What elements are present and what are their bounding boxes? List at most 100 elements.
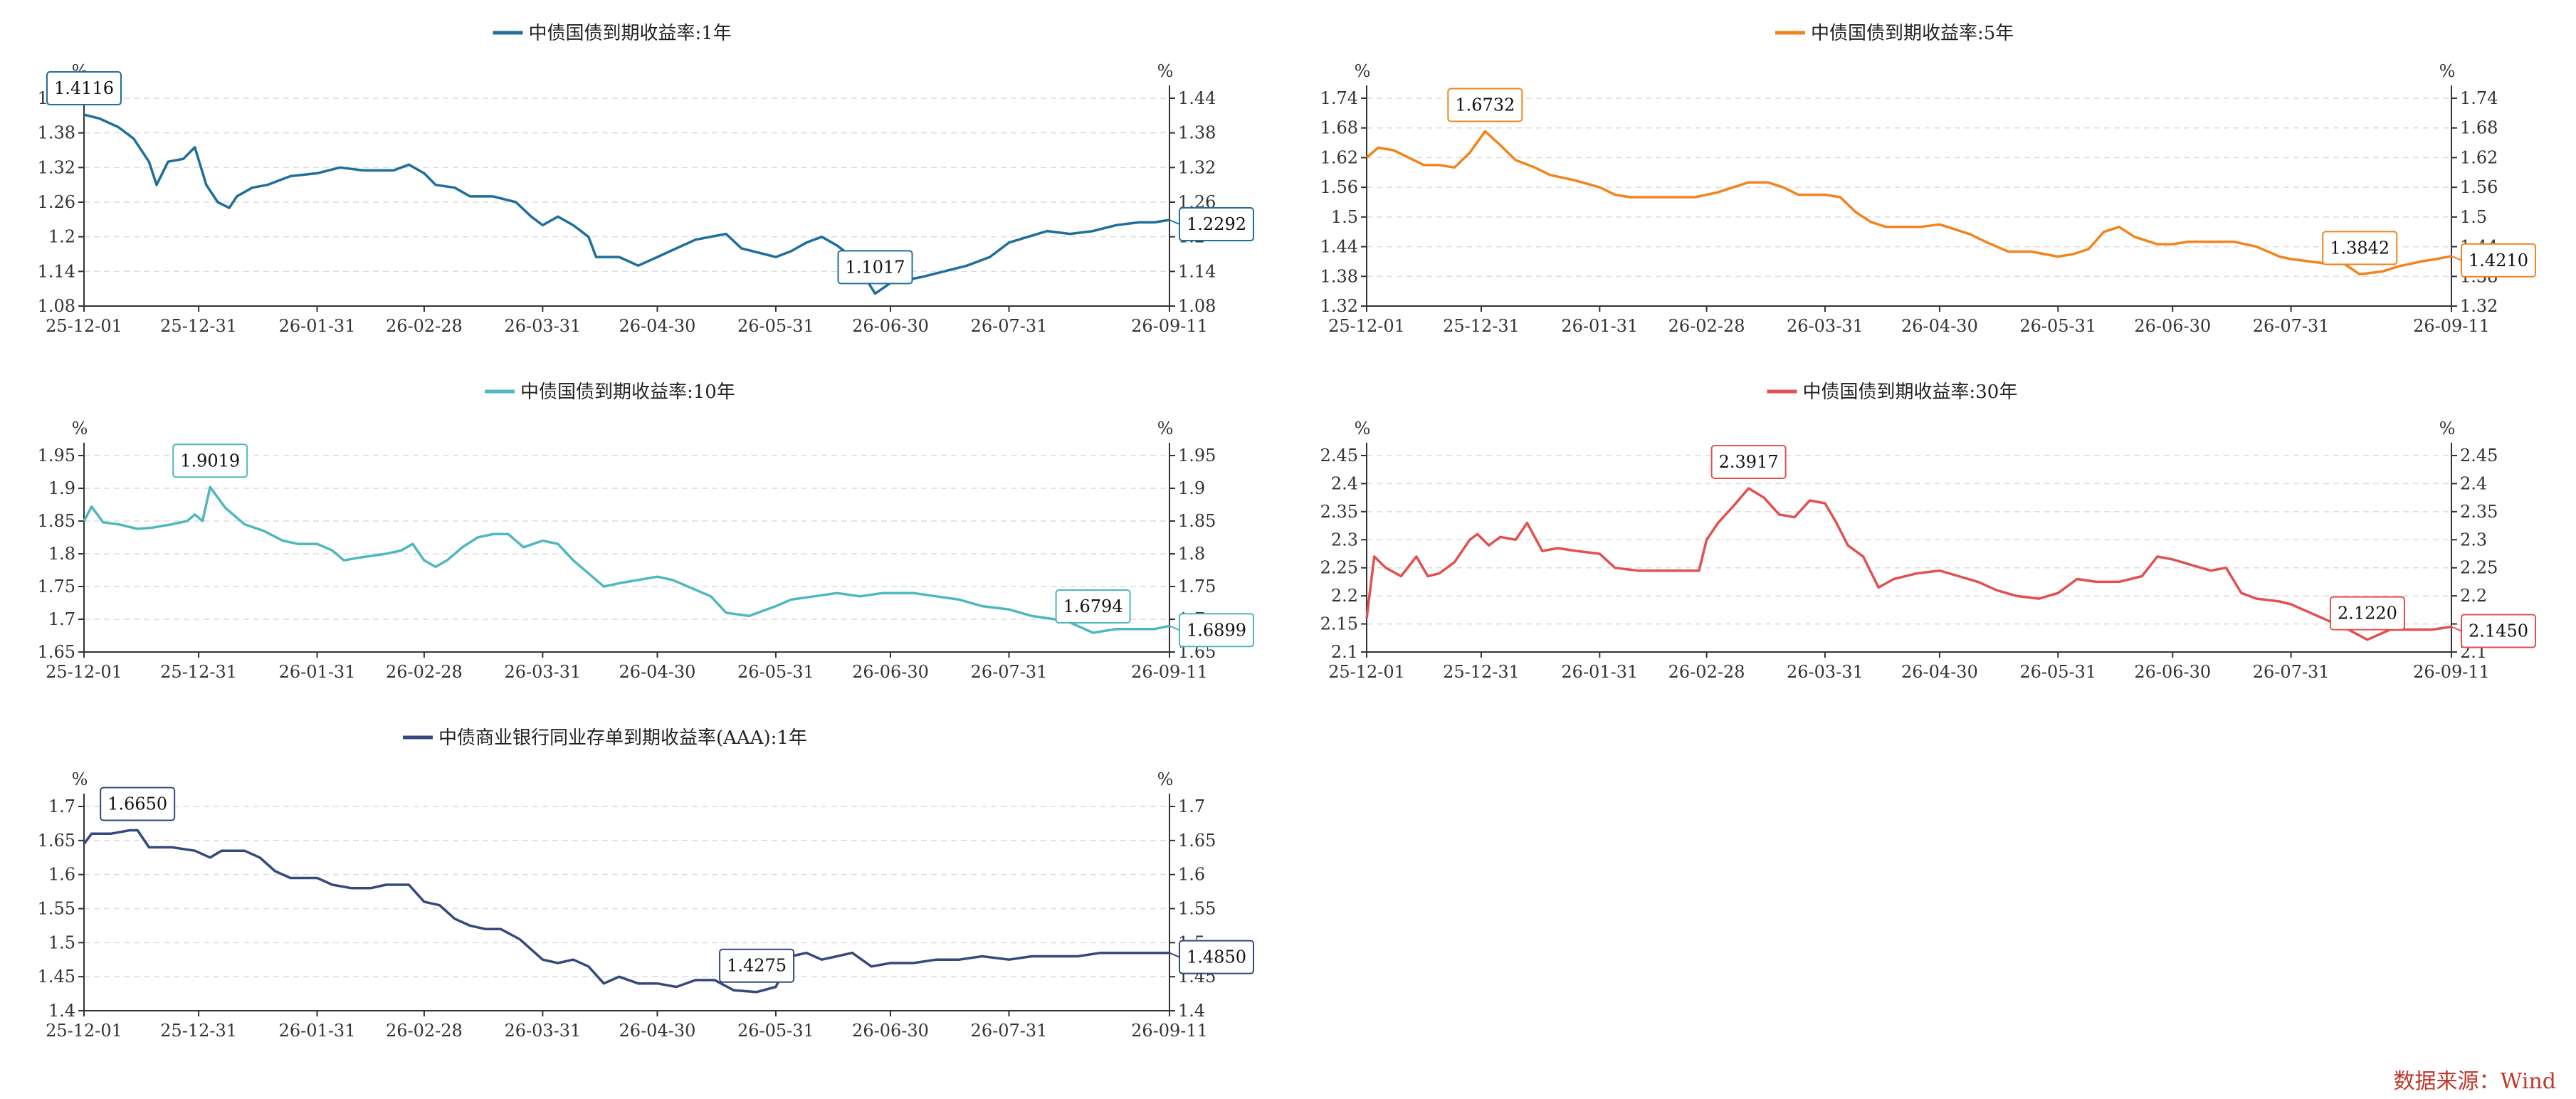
data-label: 1.1017 xyxy=(837,250,913,285)
y-tick-label-right: 1.5 xyxy=(2460,207,2487,227)
unit-label-right: % xyxy=(1157,419,1174,438)
y-tick-label-left: 1.95 xyxy=(38,446,75,466)
y-tick-label-right: 1.56 xyxy=(2460,177,2498,197)
series-line xyxy=(1365,487,2452,641)
data-label-text: 1.4116 xyxy=(54,78,114,98)
y-tick-label-left: 1.38 xyxy=(1320,266,1358,286)
x-tick-label: 26-07-31 xyxy=(2253,662,2330,682)
y-tick-label-left: 1.26 xyxy=(38,192,75,212)
data-label-box xyxy=(1179,613,1254,648)
x-tick-label: 26-03-31 xyxy=(504,316,581,336)
data-label-text: 2.3917 xyxy=(1719,452,1779,472)
legend: 中债国债到期收益率:1年 xyxy=(493,23,732,44)
data-label-box xyxy=(2329,596,2405,631)
y-tick-label-right: 1.32 xyxy=(2460,296,2498,316)
data-label-text: 2.1220 xyxy=(2338,604,2397,624)
y-tick-label-left: 1.5 xyxy=(1331,207,1358,227)
x-tick-label: 26-02-28 xyxy=(386,316,463,336)
x-tick-label: 25-12-31 xyxy=(1443,662,1520,682)
y-tick-label-left: 2.3 xyxy=(1331,530,1358,550)
y-tick-label-right: 1.62 xyxy=(2460,147,2498,167)
x-tick-label: 26-04-30 xyxy=(619,316,696,336)
y-tick-label-right: 2.3 xyxy=(2460,530,2487,550)
legend-label: 中债国债到期收益率:5年 xyxy=(1811,23,2014,44)
legend: 中债国债到期收益率:10年 xyxy=(485,382,735,403)
x-tick-label: 25-12-01 xyxy=(46,316,122,336)
x-tick-label: 26-07-31 xyxy=(971,662,1048,682)
unit-label-right: % xyxy=(2439,419,2456,438)
data-label-text: 2.1450 xyxy=(2469,621,2528,641)
x-tick-label: 26-09-11 xyxy=(1131,1021,1208,1041)
data-label-box xyxy=(2461,614,2536,648)
x-tick-label: 25-12-31 xyxy=(160,662,237,682)
data-label: 2.1450 xyxy=(2451,614,2536,648)
y-tick-label-left: 1.7 xyxy=(48,796,75,816)
y-tick-label-right: 1.55 xyxy=(1178,899,1216,919)
legend: 中债国债到期收益率:30年 xyxy=(1767,382,2017,403)
data-label: 1.2292 xyxy=(1169,206,1254,241)
y-tick-label-left: 2.15 xyxy=(1320,614,1358,634)
chart-panel-1: %%1.081.141.21.261.321.381.441.081.141.2… xyxy=(38,23,1254,336)
x-tick-label: 26-05-31 xyxy=(2019,316,2096,336)
data-label-pointer xyxy=(1169,625,1180,631)
y-tick-label-right: 1.14 xyxy=(1178,261,1216,281)
x-tick-label: 25-12-31 xyxy=(160,316,237,336)
x-tick-label: 26-04-30 xyxy=(1901,662,1978,682)
x-tick-label: 26-05-31 xyxy=(737,1021,814,1041)
x-tick-label: 26-01-31 xyxy=(1561,316,1638,336)
x-tick-label: 26-06-30 xyxy=(852,1021,929,1041)
data-label: 1.6899 xyxy=(1169,613,1254,648)
data-label-pointer xyxy=(2451,626,2462,632)
x-tick-label: 26-09-11 xyxy=(2413,662,2490,682)
x-tick-label: 26-07-31 xyxy=(971,316,1048,336)
y-tick-label-right: 1.74 xyxy=(2460,88,2498,108)
data-label: 1.6794 xyxy=(1055,589,1131,624)
y-tick-label-left: 2.1 xyxy=(1331,642,1358,662)
data-label: 1.3842 xyxy=(2322,231,2398,265)
x-tick-label: 26-01-31 xyxy=(1561,662,1638,682)
x-tick-label: 26-01-31 xyxy=(279,316,356,336)
y-tick-label-left: 2.2 xyxy=(1331,586,1358,606)
x-tick-label: 26-01-31 xyxy=(279,1021,356,1041)
y-tick-label-left: 1.56 xyxy=(1320,177,1358,197)
chart-panel-4: %%2.12.152.22.252.32.352.42.452.12.152.2… xyxy=(1320,382,2536,682)
data-label-pointer xyxy=(2451,255,2462,261)
y-tick-label-left: 1.14 xyxy=(38,261,75,281)
x-tick-label: 26-06-30 xyxy=(852,662,929,682)
data-label-pointer xyxy=(1169,952,1180,958)
x-tick-label: 26-02-28 xyxy=(1668,662,1745,682)
unit-label-left: % xyxy=(1355,61,1371,81)
series-line xyxy=(83,113,1170,295)
y-tick-label-left: 1.74 xyxy=(1320,88,1358,108)
x-tick-label: 26-05-31 xyxy=(2019,662,2096,682)
x-tick-label: 26-03-31 xyxy=(1787,316,1863,336)
x-tick-label: 26-02-28 xyxy=(386,662,463,682)
y-tick-label-right: 1.9 xyxy=(1178,478,1205,498)
y-tick-label-left: 1.2 xyxy=(48,227,75,247)
y-tick-label-left: 1.75 xyxy=(38,577,75,596)
x-tick-label: 25-12-01 xyxy=(46,1021,122,1041)
data-label-box xyxy=(1179,940,1254,974)
data-label-text: 1.3842 xyxy=(2330,238,2390,258)
unit-label-left: % xyxy=(1355,419,1371,438)
data-source-label: 数据来源：Wind xyxy=(2393,1069,2556,1094)
y-tick-label-right: 1.38 xyxy=(1178,123,1216,143)
y-tick-label-left: 1.5 xyxy=(48,932,75,952)
legend-label: 中债商业银行同业存单到期收益率(AAA):1年 xyxy=(438,727,807,749)
y-tick-label-right: 1.95 xyxy=(1178,446,1216,466)
x-tick-label: 26-03-31 xyxy=(1787,662,1863,682)
series-line xyxy=(83,829,1169,994)
y-tick-label-right: 1.32 xyxy=(1178,157,1216,177)
y-tick-label-left: 1.65 xyxy=(38,642,75,662)
data-label-text: 1.6794 xyxy=(1063,596,1123,616)
y-tick-label-left: 1.85 xyxy=(38,511,75,531)
y-tick-label-right: 2.35 xyxy=(2460,502,2498,522)
unit-label-left: % xyxy=(72,769,88,789)
y-tick-label-right: 2.45 xyxy=(2460,446,2498,466)
data-label-text: 1.6732 xyxy=(1455,95,1515,115)
y-tick-label-left: 2.35 xyxy=(1320,502,1358,522)
y-tick-label-left: 1.08 xyxy=(38,296,75,316)
data-label-box xyxy=(2461,243,2536,278)
x-tick-label: 25-12-01 xyxy=(1328,316,1405,336)
